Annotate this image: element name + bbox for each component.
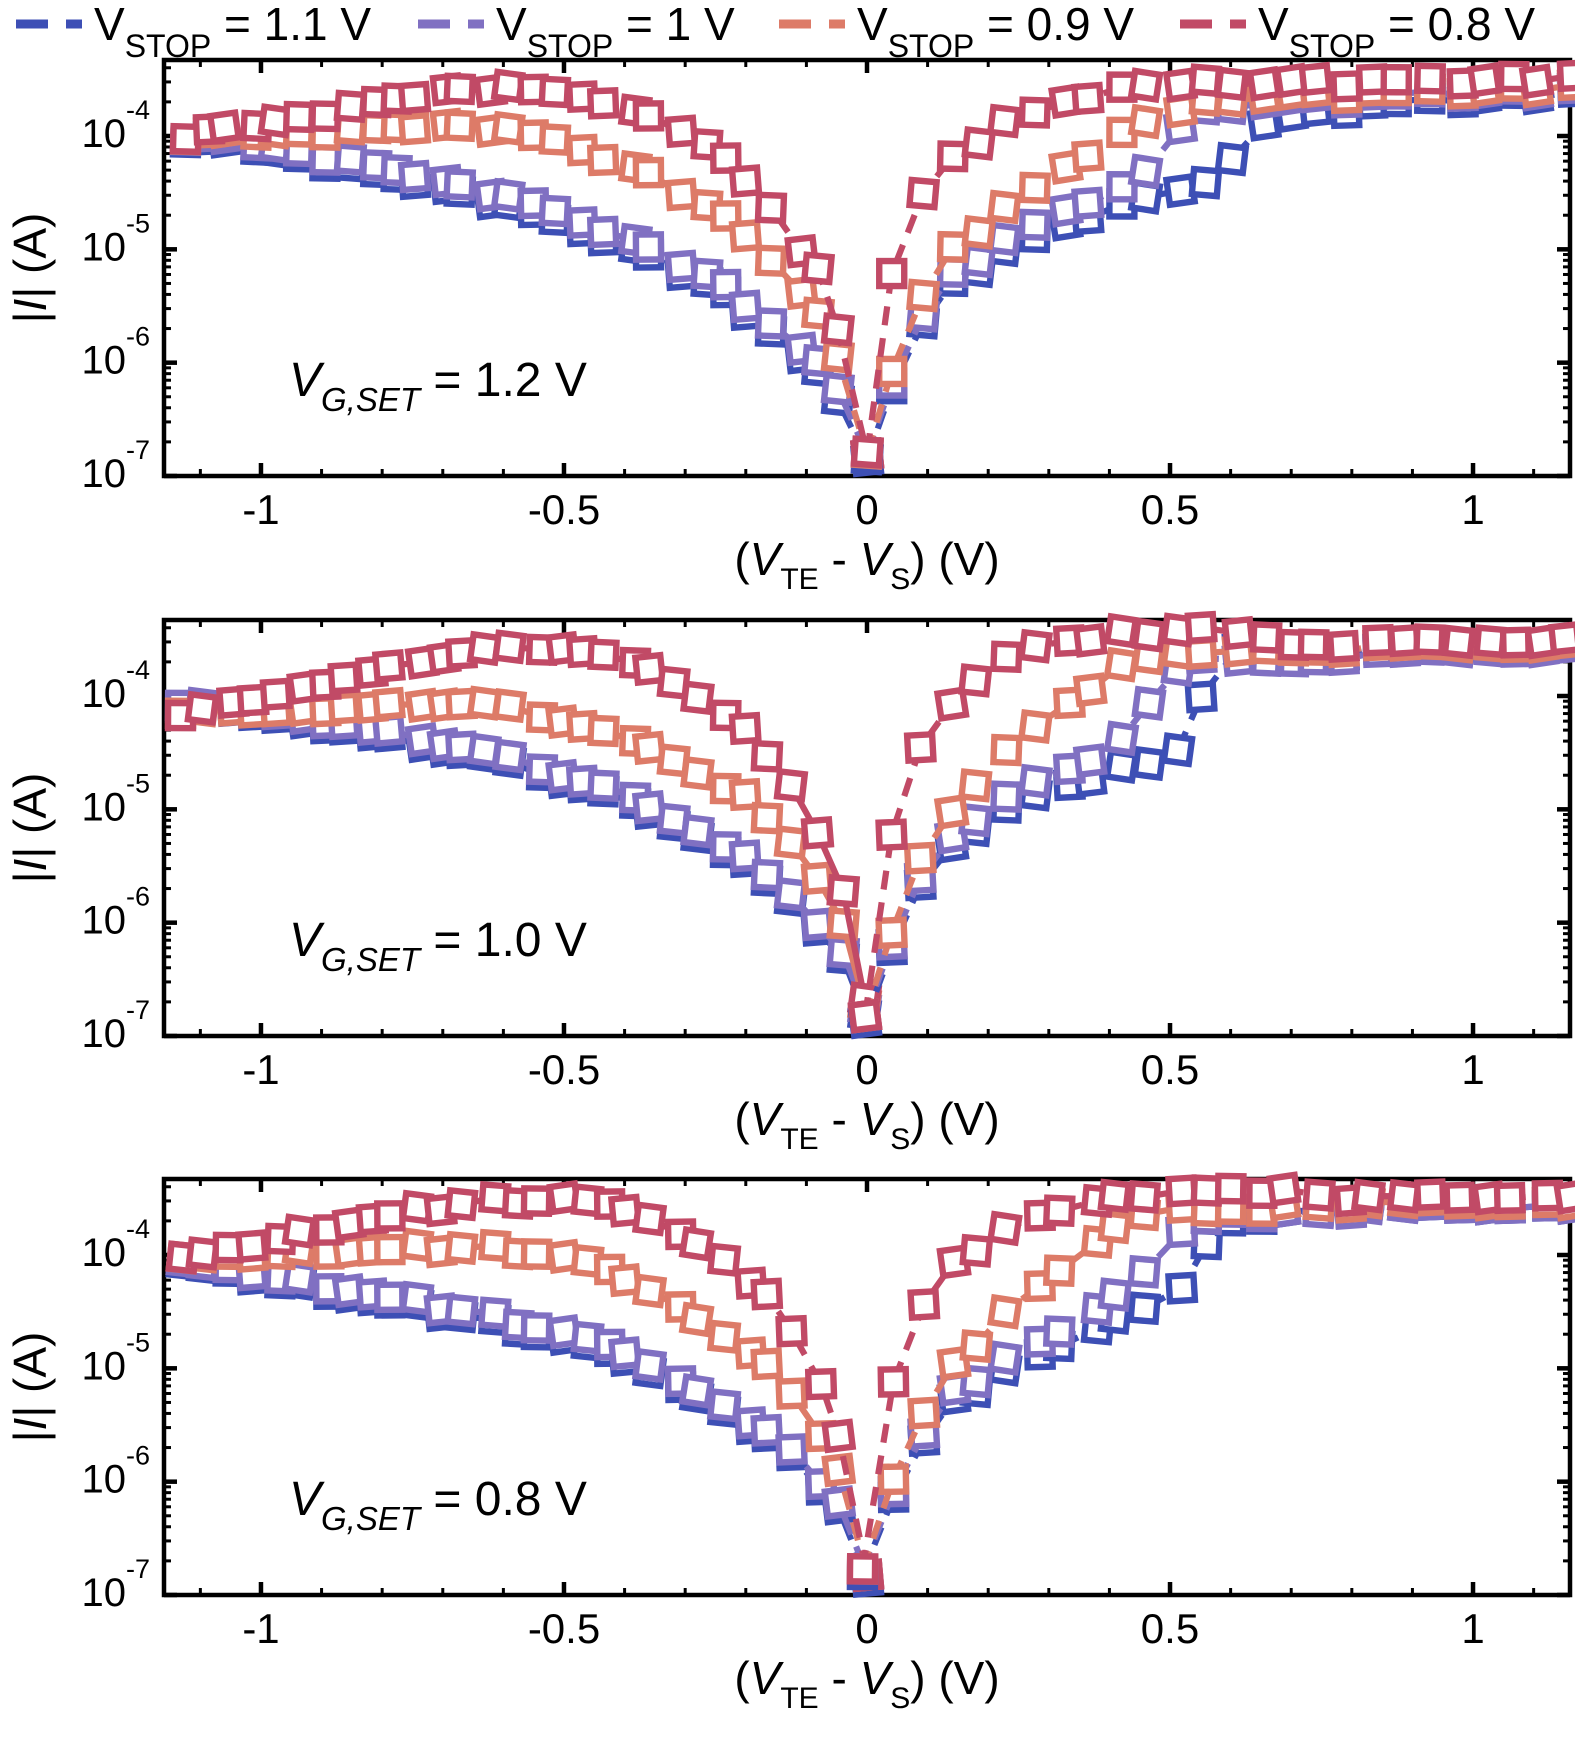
svg-text:-1: -1	[242, 486, 279, 533]
svg-text:-1: -1	[242, 1605, 279, 1652]
svg-text:|I| (A): |I| (A)	[4, 773, 56, 884]
svg-text:1: 1	[1461, 1046, 1484, 1093]
svg-text:-0.5: -0.5	[528, 1046, 600, 1093]
svg-text:-0.5: -0.5	[528, 1605, 600, 1652]
svg-text:-0.5: -0.5	[528, 486, 600, 533]
svg-text:|I| (A): |I| (A)	[4, 1332, 56, 1443]
svg-text:0.5: 0.5	[1141, 486, 1199, 533]
svg-text:1: 1	[1461, 1605, 1484, 1652]
svg-text:0: 0	[855, 486, 878, 533]
svg-text:0: 0	[855, 1605, 878, 1652]
svg-text:0.5: 0.5	[1141, 1605, 1199, 1652]
svg-text:|I| (A): |I| (A)	[4, 213, 56, 324]
svg-text:0: 0	[855, 1046, 878, 1093]
svg-text:-1: -1	[242, 1046, 279, 1093]
svg-text:0.5: 0.5	[1141, 1046, 1199, 1093]
svg-text:1: 1	[1461, 486, 1484, 533]
